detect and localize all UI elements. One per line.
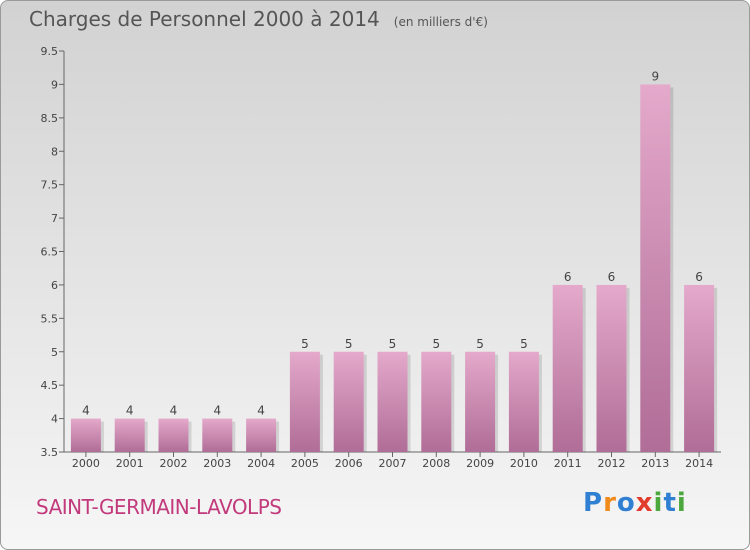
commune-name: SAINT-GERMAIN-LAVOLPS	[36, 495, 282, 519]
data-label: 5	[520, 337, 528, 351]
y-tick-label: 8	[51, 145, 58, 158]
logo-letter: t	[663, 488, 677, 518]
y-tick-label: 4	[51, 413, 58, 426]
x-tick-label: 2004	[247, 457, 275, 470]
data-label: 4	[257, 404, 265, 418]
x-tick-label: 2013	[641, 457, 669, 470]
bar-2011	[552, 284, 583, 452]
bar-2004	[246, 418, 277, 452]
y-tick-label: 4.5	[41, 379, 59, 392]
data-label: 4	[213, 404, 221, 418]
x-tick-label: 2008	[422, 457, 450, 470]
chart-subtitle: (en milliers d'€)	[393, 15, 488, 29]
chart-labels: 2000 4 2001 4 2002 4 2003 4 2004 4 2005 5 2006 5 2007 5…	[72, 69, 713, 470]
x-tick-label: 2002	[160, 457, 188, 470]
logo-letter: o	[616, 488, 636, 518]
data-label: 6	[564, 270, 572, 284]
data-label: 5	[432, 337, 440, 351]
y-tick-label: 7	[51, 212, 58, 225]
x-tick-label: 2009	[466, 457, 494, 470]
logo-letter: x	[635, 488, 654, 518]
x-tick-label: 2014	[685, 457, 713, 470]
chart-bars	[70, 84, 718, 453]
bar-2005	[289, 351, 320, 452]
logo-letter: i	[676, 488, 687, 518]
bar-2014	[684, 284, 715, 452]
data-label: 5	[345, 337, 353, 351]
data-label: 4	[126, 404, 134, 418]
bar-2002	[158, 418, 189, 452]
bar-2012	[596, 284, 627, 452]
bar-2013	[640, 84, 671, 453]
bar-2009	[465, 351, 496, 452]
data-label: 5	[301, 337, 309, 351]
logo-letter: i	[653, 488, 664, 518]
y-tick-label: 3.5	[41, 446, 59, 459]
chart-title-line: Charges de Personnel 2000 à 2014 (en mill…	[29, 7, 488, 31]
data-label: 9	[651, 69, 659, 83]
x-tick-label: 2003	[203, 457, 231, 470]
x-tick-label: 2012	[598, 457, 626, 470]
x-tick-label: 2001	[116, 457, 144, 470]
x-tick-label: 2007	[379, 457, 407, 470]
chart-title: Charges de Personnel 2000 à 2014	[29, 7, 380, 31]
bar-2010	[508, 351, 539, 452]
y-tick-label: 6.5	[41, 246, 59, 259]
y-tick-label: 8.5	[41, 112, 59, 125]
bar-2007	[377, 351, 408, 452]
x-tick-label: 2006	[335, 457, 363, 470]
logo-letter: P	[583, 488, 604, 518]
bar-2008	[421, 351, 452, 452]
y-tick-label: 5	[51, 346, 58, 359]
proxiti-logo[interactable]: Proxiti	[583, 488, 687, 518]
data-label: 5	[389, 337, 397, 351]
data-label: 6	[695, 270, 703, 284]
x-tick-label: 2000	[72, 457, 100, 470]
data-label: 5	[476, 337, 484, 351]
bar-2003	[202, 418, 233, 452]
bar-2006	[333, 351, 364, 452]
data-label: 4	[82, 404, 90, 418]
logo-letter: r	[603, 488, 617, 518]
bar-2001	[114, 418, 145, 452]
x-tick-label: 2010	[510, 457, 538, 470]
x-tick-label: 2011	[554, 457, 582, 470]
y-tick-label: 7.5	[41, 179, 59, 192]
y-tick-label: 9	[51, 78, 58, 91]
y-tick-label: 9.5	[41, 45, 59, 58]
y-tick-label: 5.5	[41, 312, 59, 325]
y-tick-label: 6	[51, 279, 58, 292]
x-tick-label: 2005	[291, 457, 319, 470]
data-label: 4	[170, 404, 178, 418]
data-label: 6	[608, 270, 616, 284]
bar-2000	[70, 418, 101, 452]
